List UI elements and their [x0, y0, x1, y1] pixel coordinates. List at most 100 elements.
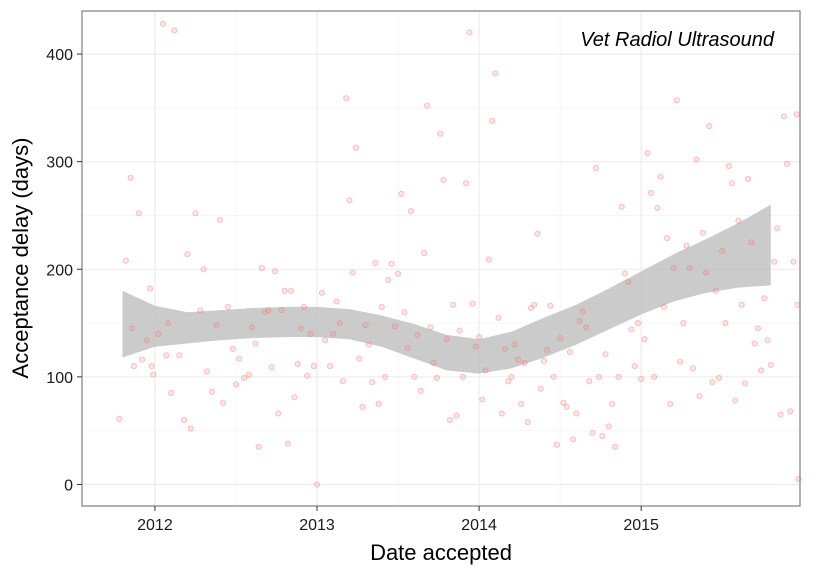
data-point: [252, 340, 259, 347]
data-point: [485, 256, 492, 263]
data-point: [459, 373, 466, 380]
data-point: [793, 111, 800, 118]
data-point: [667, 400, 674, 407]
data-point: [181, 416, 188, 423]
x-axis: 2012 2013 2014 2015: [137, 506, 659, 534]
data-point: [333, 298, 340, 305]
data-point: [602, 351, 609, 358]
data-point: [310, 363, 317, 370]
data-point: [313, 481, 321, 488]
data-point: [300, 303, 308, 310]
data-point: [706, 123, 713, 130]
data-point: [735, 217, 742, 224]
data-points: [116, 20, 802, 488]
data-point: [258, 265, 265, 272]
data-point: [255, 443, 262, 450]
data-point: [664, 235, 671, 242]
data-point: [443, 336, 450, 343]
data-point: [200, 266, 207, 273]
data-point: [362, 322, 369, 329]
data-point: [203, 368, 210, 375]
data-point: [540, 357, 547, 364]
data-point: [469, 300, 476, 307]
data-point: [479, 396, 486, 403]
data-point: [378, 303, 385, 310]
data-point: [514, 356, 522, 363]
panel-border: [81, 10, 801, 507]
data-point: [420, 250, 428, 257]
data-point: [547, 302, 554, 309]
y-tick-label: 100: [46, 370, 73, 387]
data-point: [524, 419, 531, 426]
data-point: [382, 373, 389, 380]
data-point: [466, 29, 473, 36]
x-tick-label: 2012: [137, 517, 173, 534]
data-point: [680, 320, 687, 327]
data-point: [634, 320, 641, 327]
data-point: [570, 436, 577, 443]
data-point: [790, 258, 797, 265]
data-point: [336, 320, 343, 327]
data-point: [531, 301, 538, 308]
y-tick-label: 0: [64, 477, 73, 494]
data-point: [751, 340, 758, 347]
data-point: [599, 433, 606, 440]
data-point: [249, 324, 256, 331]
data-point: [699, 229, 706, 236]
data-point: [176, 352, 183, 359]
data-point: [446, 416, 453, 423]
data-point: [693, 156, 700, 163]
data-point: [576, 317, 583, 324]
data-point: [271, 268, 278, 275]
data-point: [187, 425, 194, 432]
data-point: [326, 363, 334, 370]
data-point: [537, 385, 544, 392]
y-axis-title: Acceptance delay (days): [8, 138, 33, 379]
data-point: [192, 210, 199, 217]
data-point: [297, 325, 304, 332]
data-point: [148, 363, 155, 370]
data-point: [534, 230, 541, 237]
data-point: [738, 301, 745, 308]
data-point: [595, 373, 603, 380]
data-point: [579, 308, 586, 315]
data-point: [764, 337, 771, 344]
data-point: [155, 330, 162, 337]
data-point: [401, 309, 408, 316]
data-point: [453, 412, 460, 419]
data-point: [654, 204, 661, 211]
data-point: [670, 265, 677, 272]
data-point: [135, 210, 142, 217]
data-point: [631, 363, 638, 370]
data-point: [265, 307, 272, 314]
data-point: [605, 423, 612, 430]
data-point: [463, 180, 470, 187]
data-point: [343, 95, 350, 102]
data-point: [495, 314, 502, 321]
data-point: [748, 239, 755, 246]
data-point: [417, 387, 424, 394]
data-point: [352, 144, 359, 151]
data-point: [696, 393, 703, 400]
data-point: [712, 287, 719, 294]
data-point: [553, 441, 560, 448]
data-point: [476, 334, 483, 341]
data-point: [437, 130, 444, 137]
data-point: [472, 343, 479, 350]
data-point: [440, 176, 447, 183]
data-point: [129, 325, 136, 332]
chart-title: Vet Radiol Ultrasound: [580, 29, 775, 51]
data-point: [557, 335, 564, 342]
data-point: [159, 20, 167, 27]
data-point: [433, 374, 440, 381]
data-point: [164, 320, 171, 327]
data-point: [677, 358, 684, 365]
data-point: [754, 325, 761, 332]
y-tick-label: 300: [46, 155, 73, 172]
data-point: [130, 363, 137, 370]
data-point: [686, 265, 693, 272]
data-point: [673, 97, 680, 104]
data-point: [492, 70, 499, 77]
data-point: [501, 345, 509, 352]
